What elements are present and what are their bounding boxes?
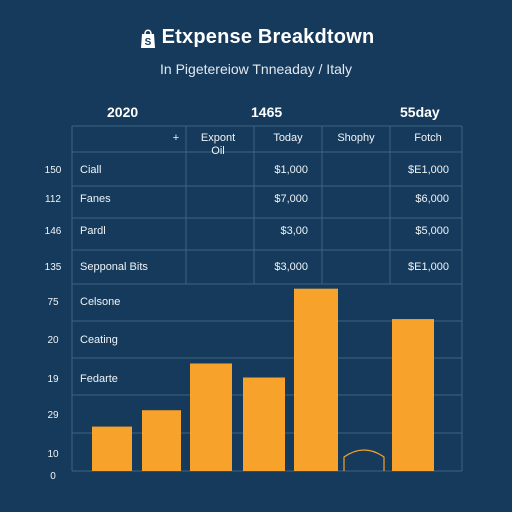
bar (142, 410, 181, 471)
row-label: Pardl (80, 225, 106, 237)
cell-fotch: $6,000 (415, 193, 449, 205)
row-label: Fedarte (80, 373, 118, 385)
cell-today: $7,000 (274, 193, 308, 205)
chart-subtitle: In Pigetereiow Tnneaday / Italy (160, 61, 352, 77)
y-tick-label: 29 (47, 410, 59, 421)
column-header: Today (273, 132, 303, 144)
bar (343, 449, 385, 471)
bar (92, 426, 132, 471)
y-tick-label: 146 (45, 226, 62, 237)
top-label-center: 1465 (251, 104, 283, 120)
cell-fotch: $5,000 (415, 225, 449, 237)
y-tick-label: 150 (45, 165, 62, 176)
column-header: + (173, 132, 179, 144)
cell-today: $1,000 (274, 164, 308, 176)
y-tick-label: 10 (47, 449, 59, 460)
top-label-right: 55day (400, 104, 440, 120)
y-tick-label: 112 (45, 194, 61, 205)
chart-header: S Etxpense Breakdtown In Pigetereiow Tnn… (0, 26, 512, 77)
y-tick-label: 75 (47, 297, 59, 308)
column-header: Shophy (337, 132, 375, 144)
y-tick-label: 135 (45, 262, 62, 273)
cell-fotch: $E1,000 (408, 261, 449, 273)
row-label: Fanes (80, 193, 111, 205)
bar (243, 377, 285, 471)
row-label: Celsone (80, 296, 120, 308)
row-label: Ciall (80, 164, 101, 176)
column-header: Oil (211, 145, 224, 157)
row-label: Ceating (80, 334, 118, 346)
row-label: Sepponal Bits (80, 261, 148, 273)
chart-title: Etxpense Breakdtown (161, 26, 375, 48)
cell-today: $3,00 (280, 225, 308, 237)
top-label-left: 2020 (107, 104, 139, 120)
cell-fotch: $E1,000 (408, 164, 449, 176)
column-header: Expont (201, 132, 235, 144)
shopping-bag-icon: S (140, 28, 155, 48)
y-tick-label: 20 (47, 335, 59, 346)
bar (190, 363, 232, 471)
bar (294, 288, 338, 471)
title-row: S Etxpense Breakdtown (0, 26, 512, 49)
column-header: Fotch (414, 132, 442, 144)
cell-today: $3,000 (274, 261, 308, 273)
y-tick-label: 19 (47, 374, 59, 385)
svg-text:S: S (144, 37, 151, 48)
y-tick-label: 0 (50, 471, 56, 482)
bar (392, 319, 434, 471)
